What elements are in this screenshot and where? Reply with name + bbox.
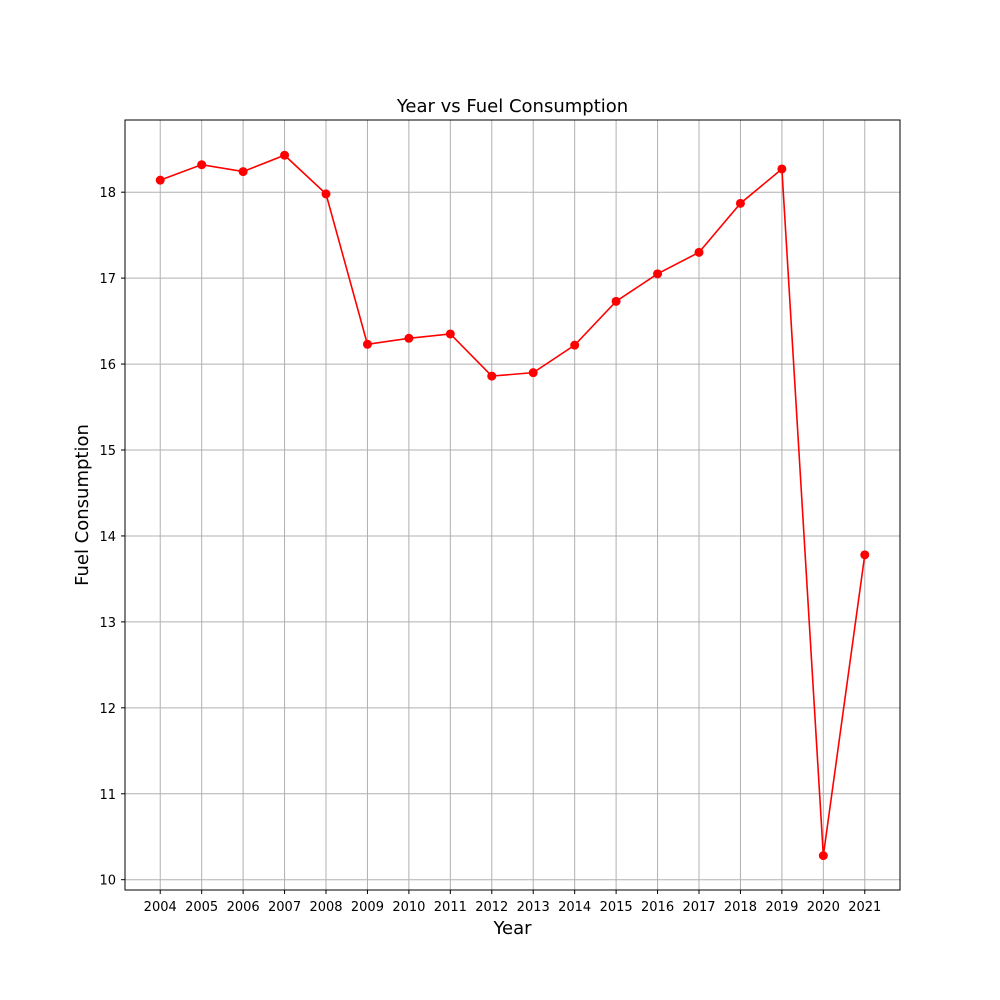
x-tick-label: 2018 [724, 900, 757, 915]
data-point [445, 329, 455, 339]
data-point [570, 340, 580, 350]
data-point [362, 339, 372, 349]
plot-frame [124, 119, 901, 891]
data-point [238, 167, 248, 177]
x-tick-label: 2011 [434, 900, 467, 915]
data-point [777, 164, 787, 174]
y-axis-label: Fuel Consumption [72, 424, 93, 586]
x-tick-label: 2020 [807, 900, 840, 915]
x-tick-label: 2012 [475, 900, 508, 915]
x-tick-label: 2008 [309, 900, 342, 915]
x-tick-label: 2021 [848, 900, 881, 915]
x-tick-label: 2007 [268, 900, 301, 915]
data-point [860, 550, 870, 560]
y-tick-label: 16 [99, 358, 116, 373]
x-axis-label: Year [492, 918, 532, 939]
data-point [818, 851, 828, 861]
data-point [280, 150, 290, 160]
x-tick-label: 2013 [517, 900, 550, 915]
x-tick-label: 2016 [641, 900, 674, 915]
y-tick-label: 17 [99, 272, 116, 287]
data-point [611, 296, 621, 306]
y-tick-label: 15 [99, 444, 116, 459]
x-tick-label: 2010 [392, 900, 425, 915]
y-tick-label: 10 [99, 874, 116, 889]
data-point [155, 175, 165, 185]
y-tick-label: 12 [99, 702, 116, 717]
data-point [694, 247, 704, 257]
chart-title: Year vs Fuel Consumption [396, 96, 628, 117]
data-point [528, 368, 538, 378]
data-point [197, 160, 207, 170]
x-tick-label: 2017 [682, 900, 715, 915]
y-tick-label: 13 [99, 616, 116, 631]
data-point [487, 371, 497, 381]
series-line [159, 154, 866, 856]
data-point [653, 269, 663, 279]
x-tick-label: 2015 [600, 900, 633, 915]
y-tick-label: 18 [99, 186, 116, 201]
y-tick-label: 14 [99, 530, 116, 545]
data-point [404, 333, 414, 343]
axis-ticks: 2004 2005 2006 2007 2008 2009 2010 2011 2012 2013… [99, 186, 881, 915]
grid [125, 120, 900, 890]
data-point [321, 189, 331, 199]
x-tick-label: 2019 [765, 900, 798, 915]
y-tick-label: 11 [99, 788, 116, 803]
x-tick-label: 2005 [185, 900, 218, 915]
x-tick-label: 2014 [558, 900, 591, 915]
x-tick-label: 2004 [144, 900, 177, 915]
data-point [735, 198, 745, 208]
x-tick-label: 2006 [227, 900, 260, 915]
series-group [155, 150, 870, 861]
x-tick-label: 2009 [351, 900, 384, 915]
